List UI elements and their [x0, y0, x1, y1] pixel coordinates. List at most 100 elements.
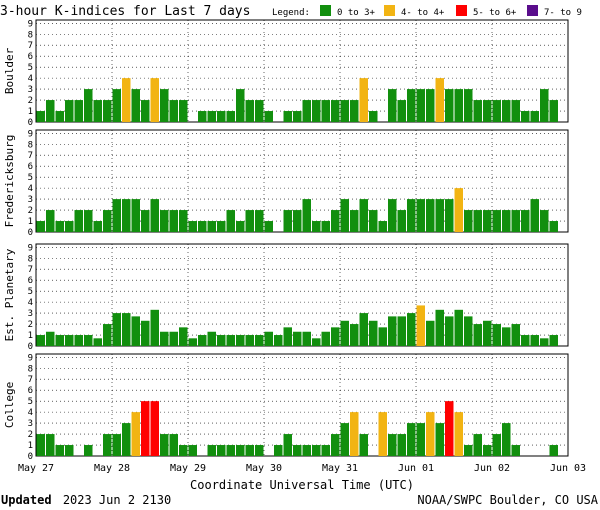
legend-swatch-5-to-6: [456, 5, 467, 16]
bar: [55, 445, 64, 456]
bar: [511, 210, 520, 232]
bar: [492, 210, 501, 232]
bar: [188, 221, 197, 232]
panel-frame: [35, 243, 569, 347]
chart-title: 3-hour K-indices for Last 7 days: [0, 4, 250, 19]
y-tick-label: 3: [28, 195, 33, 205]
bar: [93, 338, 102, 346]
bar: [312, 221, 321, 232]
bar: [141, 210, 150, 232]
bar: [122, 199, 131, 232]
bar: [160, 434, 169, 456]
x-axis-tick-labels: May 27 May 28 May 29 May 30 May 31 Jun 0…: [18, 463, 586, 474]
bar: [549, 445, 558, 456]
y-tick-label: 3: [28, 309, 33, 319]
bar: [464, 316, 473, 346]
bar: [217, 335, 226, 346]
bar: [359, 313, 368, 346]
bar: [549, 100, 558, 122]
bar: [255, 335, 264, 346]
bar: [350, 324, 359, 346]
bar: [549, 221, 558, 232]
bar: [302, 199, 311, 232]
bar: [131, 316, 140, 346]
y-tick-label: 2: [28, 430, 33, 440]
bar: [540, 89, 549, 122]
bar: [150, 78, 159, 122]
y-tick-label: 5: [28, 63, 33, 73]
panel-label: Fredericksburg: [3, 135, 16, 228]
bar: [483, 320, 492, 346]
bar: [55, 111, 64, 122]
bar: [359, 434, 368, 456]
x-tick-label: Jun 03: [550, 463, 586, 474]
legend-swatch-4-to-4: [384, 5, 395, 16]
bar: [312, 445, 321, 456]
bar: [198, 335, 207, 346]
bar: [293, 210, 302, 232]
bar: [454, 188, 463, 232]
bar: [378, 412, 387, 456]
x-tick-label: May 27: [18, 463, 54, 474]
bar: [36, 335, 45, 346]
bar: [369, 210, 378, 232]
bar: [122, 423, 131, 456]
bar: [331, 327, 340, 346]
bar: [236, 221, 245, 232]
y-tick-label: 1: [28, 331, 33, 341]
bar: [540, 338, 549, 346]
bar: [426, 89, 435, 122]
bar: [74, 335, 83, 346]
bar: [502, 423, 511, 456]
bar: [283, 327, 292, 346]
bar: [255, 445, 264, 456]
bar: [340, 199, 349, 232]
bar: [169, 100, 178, 122]
y-tick-label: 6: [28, 276, 33, 286]
bar: [369, 320, 378, 346]
bar: [198, 221, 207, 232]
bar: [530, 199, 539, 232]
y-tick-label: 9: [28, 19, 33, 29]
y-tick-label: 7: [28, 151, 33, 161]
bar: [217, 111, 226, 122]
bar: [122, 313, 131, 346]
bar: [236, 445, 245, 456]
bar: [293, 331, 302, 346]
bar: [46, 210, 55, 232]
bar: [445, 89, 454, 122]
bar: [407, 313, 416, 346]
y-tick-label: 1: [28, 441, 33, 451]
bar: [388, 434, 397, 456]
legend: Legend: 0 to 3+ 4- to 4+ 5- to 6+ 7- to …: [272, 5, 582, 18]
y-tick-label: 8: [28, 254, 33, 264]
bar: [131, 412, 140, 456]
bar: [435, 199, 444, 232]
bar: [312, 338, 321, 346]
bar: [103, 434, 112, 456]
legend-entry-5-to-6: 5- to 6+: [473, 8, 517, 18]
bar: [530, 335, 539, 346]
bar: [473, 210, 482, 232]
bar: [378, 327, 387, 346]
bar: [264, 221, 273, 232]
bar: [350, 100, 359, 122]
bar: [492, 434, 501, 456]
bar: [350, 210, 359, 232]
bar: [492, 324, 501, 346]
y-tick-label: 1: [28, 217, 33, 227]
bar: [502, 100, 511, 122]
bar: [521, 335, 530, 346]
bar: [179, 327, 188, 346]
y-tick-label: 8: [28, 364, 33, 374]
bar: [302, 445, 311, 456]
y-tick-label: 0: [28, 118, 33, 128]
bar: [464, 89, 473, 122]
legend-entry-7-to-9: 7- to 9: [544, 8, 582, 18]
bar: [74, 210, 83, 232]
bar: [103, 324, 112, 346]
bar: [36, 434, 45, 456]
bar: [55, 335, 64, 346]
